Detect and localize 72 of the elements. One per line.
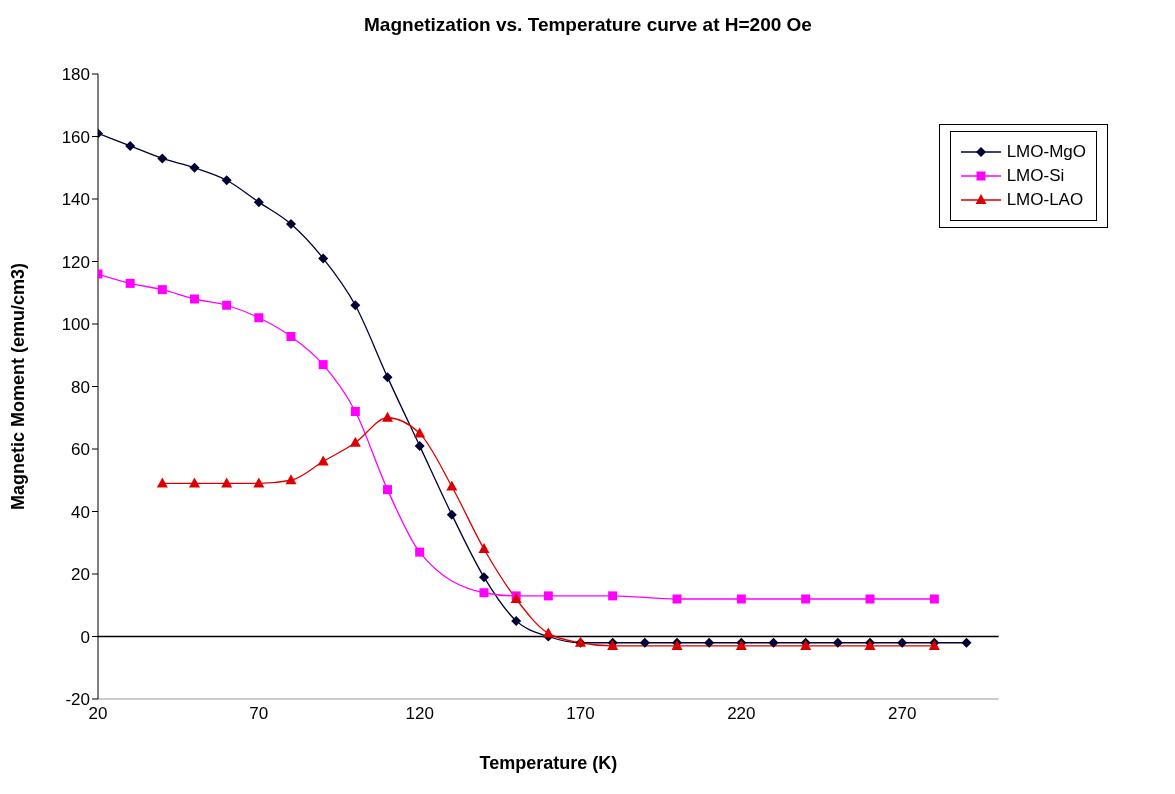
point [382, 372, 393, 383]
legend-label: LMO-Si [1006, 166, 1065, 186]
point [221, 477, 233, 488]
point [285, 474, 297, 485]
point [253, 197, 264, 208]
point [639, 637, 650, 648]
point [478, 543, 490, 553]
y-tick-label: 160 [61, 127, 90, 147]
point [317, 455, 329, 466]
point [349, 436, 361, 447]
legend-label: LMO-LAO [1006, 190, 1084, 210]
y-tick-label: 60 [71, 440, 90, 460]
point [865, 594, 875, 604]
y-tick-label: 100 [61, 315, 90, 335]
point [254, 313, 264, 323]
point [286, 332, 296, 341]
x-tick-label: 70 [249, 704, 269, 724]
point [897, 637, 908, 648]
y-tick-label: -20 [65, 690, 90, 710]
point [157, 153, 168, 164]
point [672, 594, 682, 604]
y-tick-label: 20 [71, 565, 90, 585]
point [543, 591, 553, 601]
point [190, 294, 199, 304]
x-tick-label: 20 [88, 704, 108, 724]
chart-title: Magnetization vs. Temperature curve at H=200 Oe [363, 13, 813, 37]
x-tick-label: 170 [566, 704, 595, 724]
point [414, 440, 425, 451]
y-tick-label: 80 [71, 377, 90, 397]
point [318, 360, 328, 370]
y-tick-label: 40 [71, 502, 90, 522]
point [414, 427, 426, 438]
x-tick-label: 270 [887, 704, 917, 724]
point [222, 300, 232, 310]
point [189, 477, 200, 488]
point [383, 485, 392, 495]
x-tick-label: 220 [727, 704, 756, 724]
y-tick-label: 180 [61, 65, 90, 85]
point [608, 591, 618, 601]
y-tick-label: 0 [80, 627, 90, 647]
point [736, 594, 746, 604]
y-tick-label: 140 [61, 190, 90, 210]
point [479, 588, 489, 598]
point [479, 572, 489, 583]
point [125, 140, 136, 151]
point [221, 175, 232, 186]
point [929, 594, 939, 604]
y-tick-label: 120 [61, 252, 90, 272]
point [801, 594, 811, 604]
point [832, 637, 843, 648]
point [156, 477, 168, 488]
point [768, 637, 779, 648]
legend-label: LMO-MgO [1006, 142, 1086, 162]
point [446, 480, 458, 491]
point [415, 547, 425, 557]
point [382, 411, 393, 422]
x-axis-title: Temperature (K) [479, 753, 618, 773]
point [542, 627, 554, 638]
point [318, 253, 329, 264]
point [961, 637, 972, 648]
point [704, 637, 715, 648]
point [511, 615, 522, 626]
point [125, 278, 135, 288]
point [253, 477, 265, 488]
point [350, 407, 360, 416]
point [350, 300, 361, 311]
x-tick-label: 120 [405, 704, 434, 724]
y-axis-title: Magnetic Moment (emu/cm3) [8, 262, 29, 511]
point [157, 285, 167, 295]
point [189, 162, 200, 173]
point [446, 509, 457, 520]
point [286, 219, 296, 229]
